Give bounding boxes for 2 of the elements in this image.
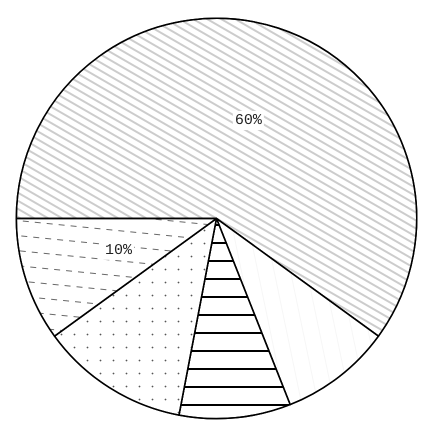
data-label: 10% (104, 242, 133, 259)
data-label: 60% (234, 112, 263, 129)
